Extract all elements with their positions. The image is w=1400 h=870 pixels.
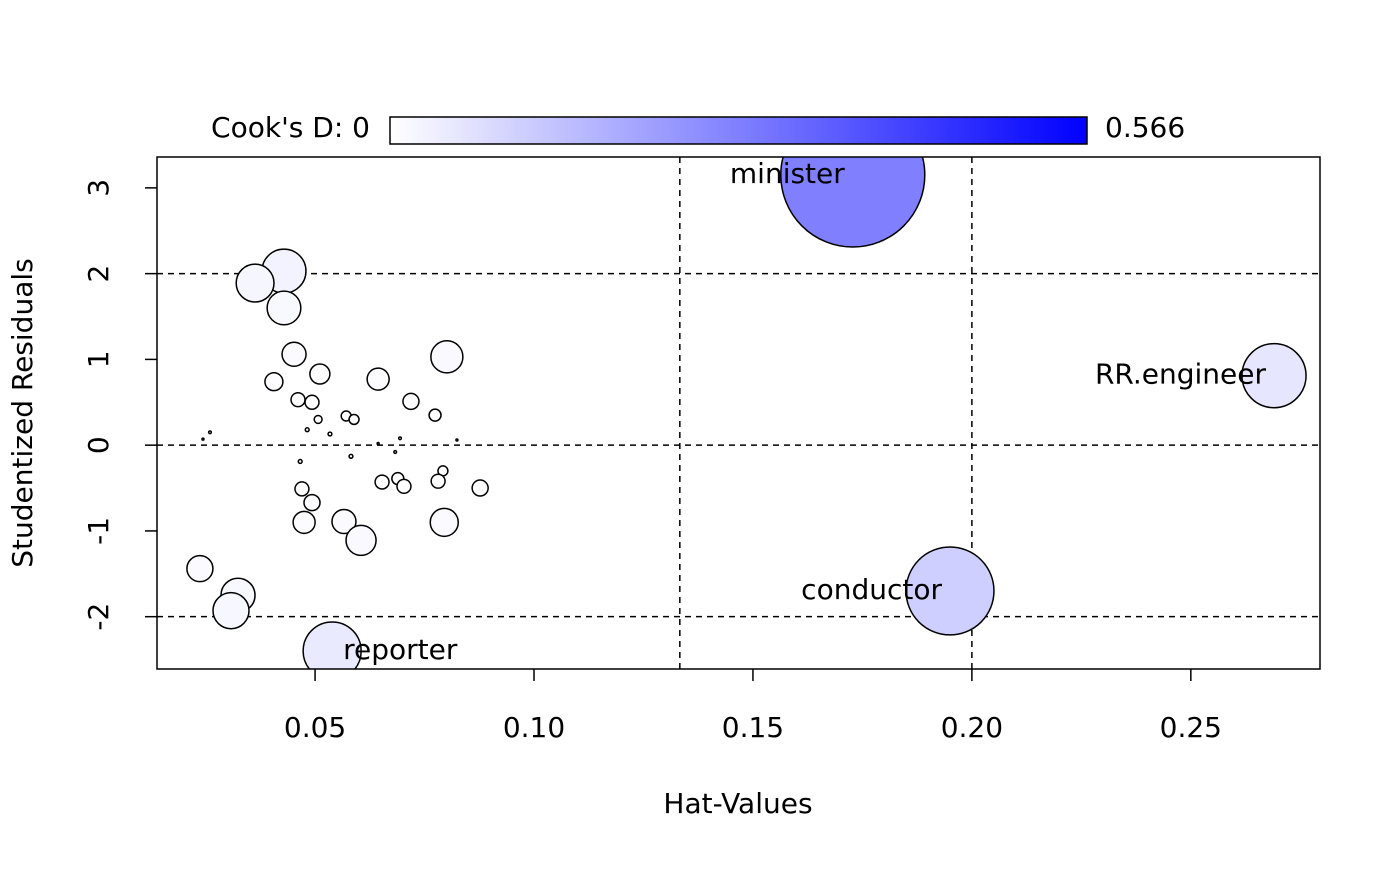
- bubble: [297, 458, 303, 465]
- bubble: [294, 481, 310, 497]
- bubble: [235, 263, 275, 303]
- point-label: reporter: [343, 633, 458, 666]
- bubble: [304, 427, 310, 433]
- colorbar-label: Cook's D: 0: [211, 111, 370, 144]
- bubble: [331, 508, 357, 535]
- y-tick-label: -2: [82, 603, 115, 631]
- y-axis-label: Studentized Residuals: [6, 258, 39, 567]
- bubble: [471, 479, 489, 497]
- colorbar-title: Cook's D:: [211, 111, 343, 144]
- bubble: [402, 392, 420, 411]
- y-tick-label: 2: [82, 265, 115, 283]
- bubble: [397, 436, 403, 441]
- plot-frame: [156, 156, 1321, 670]
- bubble: [429, 507, 459, 538]
- colorbar: [389, 116, 1088, 145]
- bubble: [309, 363, 331, 385]
- bubble: [455, 438, 459, 442]
- bubble: [292, 510, 316, 535]
- bubble: [366, 367, 390, 391]
- bubble: [430, 340, 464, 374]
- bubble: [376, 441, 380, 446]
- bubble: [345, 524, 377, 557]
- bubble: [290, 391, 306, 408]
- colorbar-max: 0.566: [1105, 111, 1185, 144]
- bubble: [266, 290, 302, 326]
- bubble: [201, 437, 205, 441]
- bubble: [264, 371, 284, 392]
- bubble: [304, 394, 320, 410]
- x-tick-label: 0.10: [503, 711, 565, 744]
- point-label: RR.engineer: [1095, 358, 1267, 391]
- y-tick-label: 3: [82, 179, 115, 197]
- colorbar-min: 0: [352, 111, 370, 144]
- x-tick-label: 0.05: [284, 711, 346, 744]
- y-tick-label: 1: [82, 350, 115, 368]
- x-tick-label: 0.15: [722, 711, 784, 744]
- bubble: [780, 157, 926, 248]
- bubble: [313, 414, 323, 425]
- x-axis-label: Hat-Values: [663, 787, 812, 820]
- x-tick-label: 0.25: [1160, 711, 1222, 744]
- bubble: [348, 453, 354, 459]
- bubble: [303, 493, 321, 512]
- bubble: [348, 413, 360, 426]
- y-tick-label: -1: [82, 517, 115, 545]
- bubble: [207, 430, 213, 435]
- point-label: conductor: [801, 573, 942, 606]
- bubble: [393, 449, 398, 455]
- bubble: [430, 473, 446, 489]
- bubble: [428, 408, 442, 422]
- y-tick-label: 0: [82, 436, 115, 454]
- bubble: [396, 478, 412, 495]
- point-label: minister: [730, 157, 845, 190]
- bubble: [374, 474, 390, 490]
- bubble: [186, 554, 214, 583]
- bubble: [212, 591, 250, 630]
- bubble: [302, 621, 362, 669]
- bubble: [1241, 342, 1307, 409]
- bubble: [905, 546, 995, 636]
- x-tick-label: 0.20: [941, 711, 1003, 744]
- bubble: [327, 431, 333, 437]
- bubble: [281, 341, 307, 367]
